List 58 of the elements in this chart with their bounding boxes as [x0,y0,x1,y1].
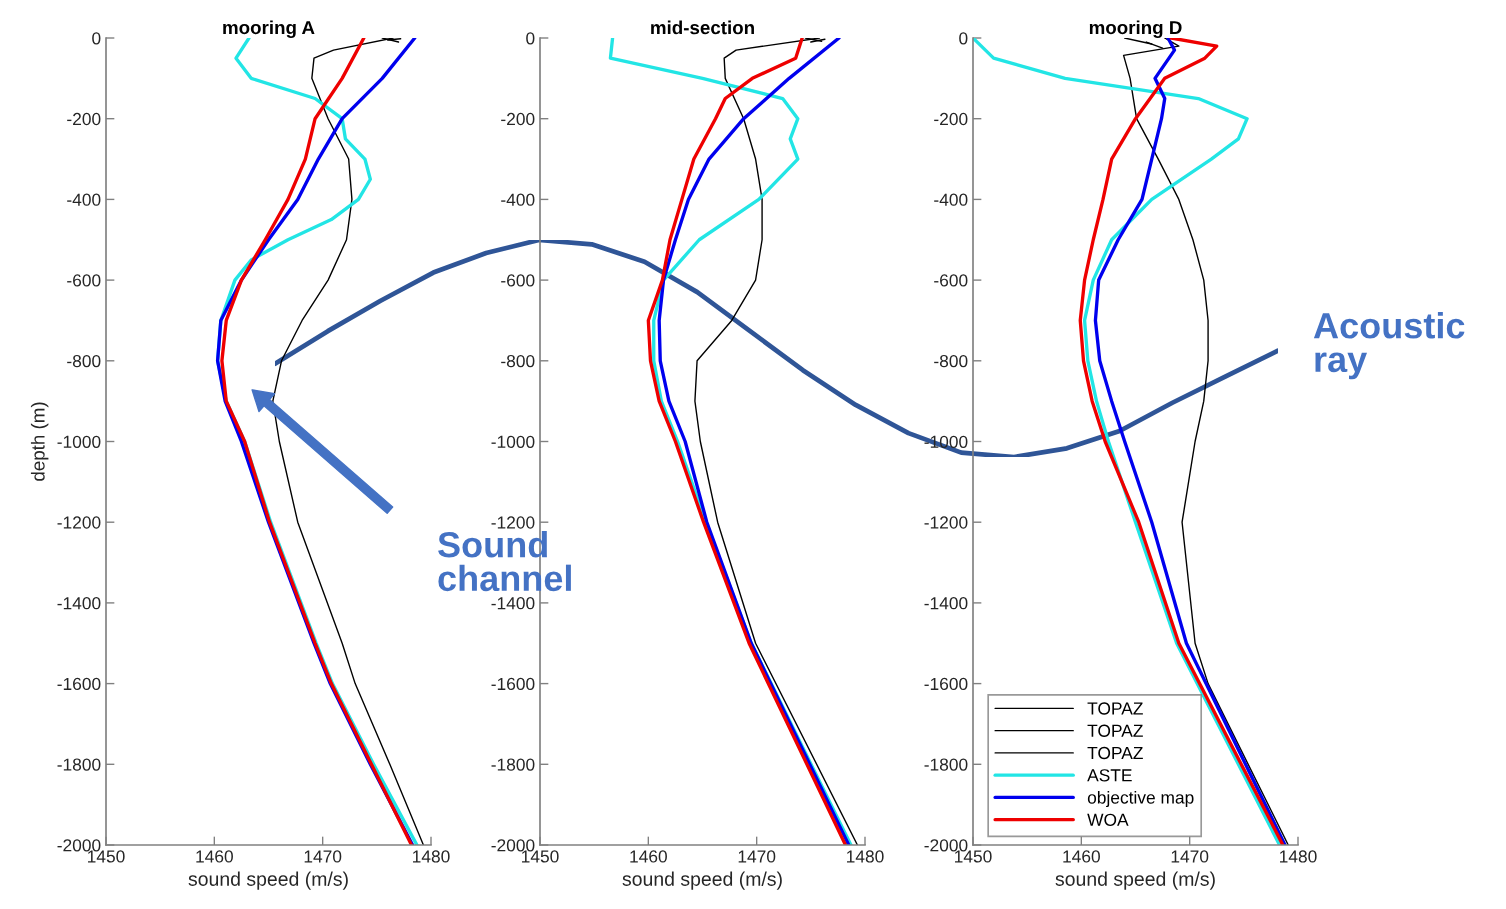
y-tick-label: -1600 [491,677,535,691]
y-tick-label: -1400 [57,597,101,610]
chart-title: mid-section [651,20,754,35]
legend-label: WOA [1087,813,1129,826]
y-tick-label: -400 [501,193,535,206]
legend-label: TOPAZ [1087,746,1143,760]
y-tick-label: -600 [934,274,968,287]
x-axis-title: sound speed (m/s) [622,871,782,890]
y-tick-label: -1200 [491,516,535,529]
y-tick-label: -1000 [57,435,101,448]
y-tick-label: -2000 [924,839,968,852]
y-tick-label: -1200 [924,516,968,529]
y-tick-label: -400 [934,193,968,206]
legend-label: TOPAZ [1087,724,1143,737]
y-tick-label: -2000 [491,839,535,852]
x-tick-label: 1450 [88,850,125,863]
y-tick-label: -1600 [924,677,968,691]
chart-title: mooring A [223,20,315,38]
y-tick-label: -800 [67,354,101,368]
y-tick-label: -2000 [57,839,101,852]
x-tick-label: 1460 [196,850,233,863]
x-tick-label: 1460 [630,850,667,863]
y-tick-label: -1200 [57,516,101,529]
x-tick-label: 1450 [955,850,992,863]
y-tick-label: -1400 [491,597,535,610]
y-tick-label: -200 [67,112,101,126]
x-axis-title: sound speed (m/s) [1055,871,1215,890]
chart-title: mooring D [1089,20,1182,38]
y-tick-label: -1600 [57,677,101,691]
y-tick-label: -600 [67,274,101,287]
y-tick-label: -800 [934,354,968,368]
x-axis-title: sound speed (m/s) [188,871,348,890]
x-tick-label: 1480 [413,850,450,863]
y-tick-label: -600 [501,274,535,287]
y-tick-label: -200 [501,112,535,126]
y-tick-label: 0 [959,32,968,45]
y-tick-label: 0 [92,32,101,45]
x-tick-label: 1460 [1063,850,1100,863]
legend-label: objective map [1087,790,1194,808]
y-tick-label: -400 [67,193,101,206]
y-tick-label: -800 [501,354,535,368]
legend-label: TOPAZ [1087,702,1143,715]
y-tick-label: -1800 [57,758,101,771]
y-tick-label: -1800 [491,758,535,771]
x-tick-label: 1480 [1280,850,1317,863]
text: Acoustic ray [1313,312,1465,380]
y-tick-label: 0 [526,32,535,45]
y-axis-title: depth (m) [30,402,49,481]
x-tick-label: 1450 [522,850,559,863]
legend-label: ASTE [1087,769,1132,782]
x-tick-label: 1470 [738,850,776,863]
y-tick-label: -200 [934,112,968,126]
x-tick-label: 1470 [304,850,342,863]
x-tick-label: 1480 [847,850,884,863]
y-tick-label: -1000 [491,435,535,448]
x-tick-label: 1470 [1171,850,1209,863]
y-tick-label: -1400 [924,597,968,610]
y-tick-label: -1800 [924,758,968,771]
